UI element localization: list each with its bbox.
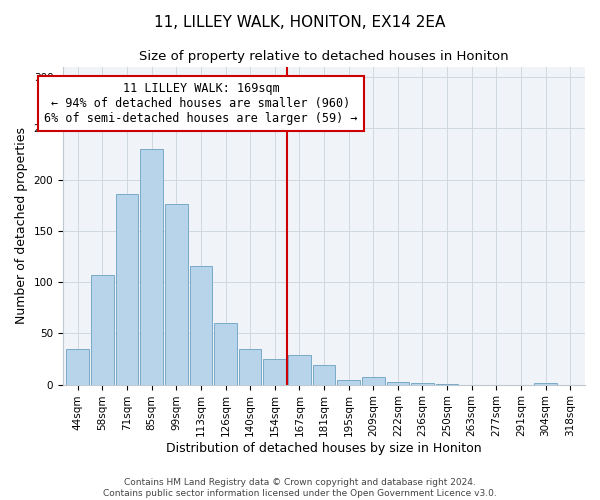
- Bar: [140, 149, 163, 384]
- Bar: [190, 266, 212, 384]
- Bar: [386, 382, 409, 384]
- Text: Contains HM Land Registry data © Crown copyright and database right 2024.
Contai: Contains HM Land Registry data © Crown c…: [103, 478, 497, 498]
- Text: 11 LILLEY WALK: 169sqm
← 94% of detached houses are smaller (960)
6% of semi-det: 11 LILLEY WALK: 169sqm ← 94% of detached…: [44, 82, 358, 126]
- Text: 11, LILLEY WALK, HONITON, EX14 2EA: 11, LILLEY WALK, HONITON, EX14 2EA: [154, 15, 446, 30]
- Bar: [239, 348, 262, 384]
- Title: Size of property relative to detached houses in Honiton: Size of property relative to detached ho…: [139, 50, 509, 63]
- X-axis label: Distribution of detached houses by size in Honiton: Distribution of detached houses by size …: [166, 442, 482, 455]
- Bar: [313, 365, 335, 384]
- Bar: [263, 359, 286, 384]
- Bar: [534, 382, 557, 384]
- Y-axis label: Number of detached properties: Number of detached properties: [15, 128, 28, 324]
- Bar: [91, 275, 114, 384]
- Bar: [116, 194, 139, 384]
- Bar: [362, 378, 385, 384]
- Bar: [411, 382, 434, 384]
- Bar: [214, 323, 237, 384]
- Bar: [337, 380, 360, 384]
- Bar: [288, 355, 311, 384]
- Bar: [165, 204, 188, 384]
- Bar: [67, 348, 89, 384]
